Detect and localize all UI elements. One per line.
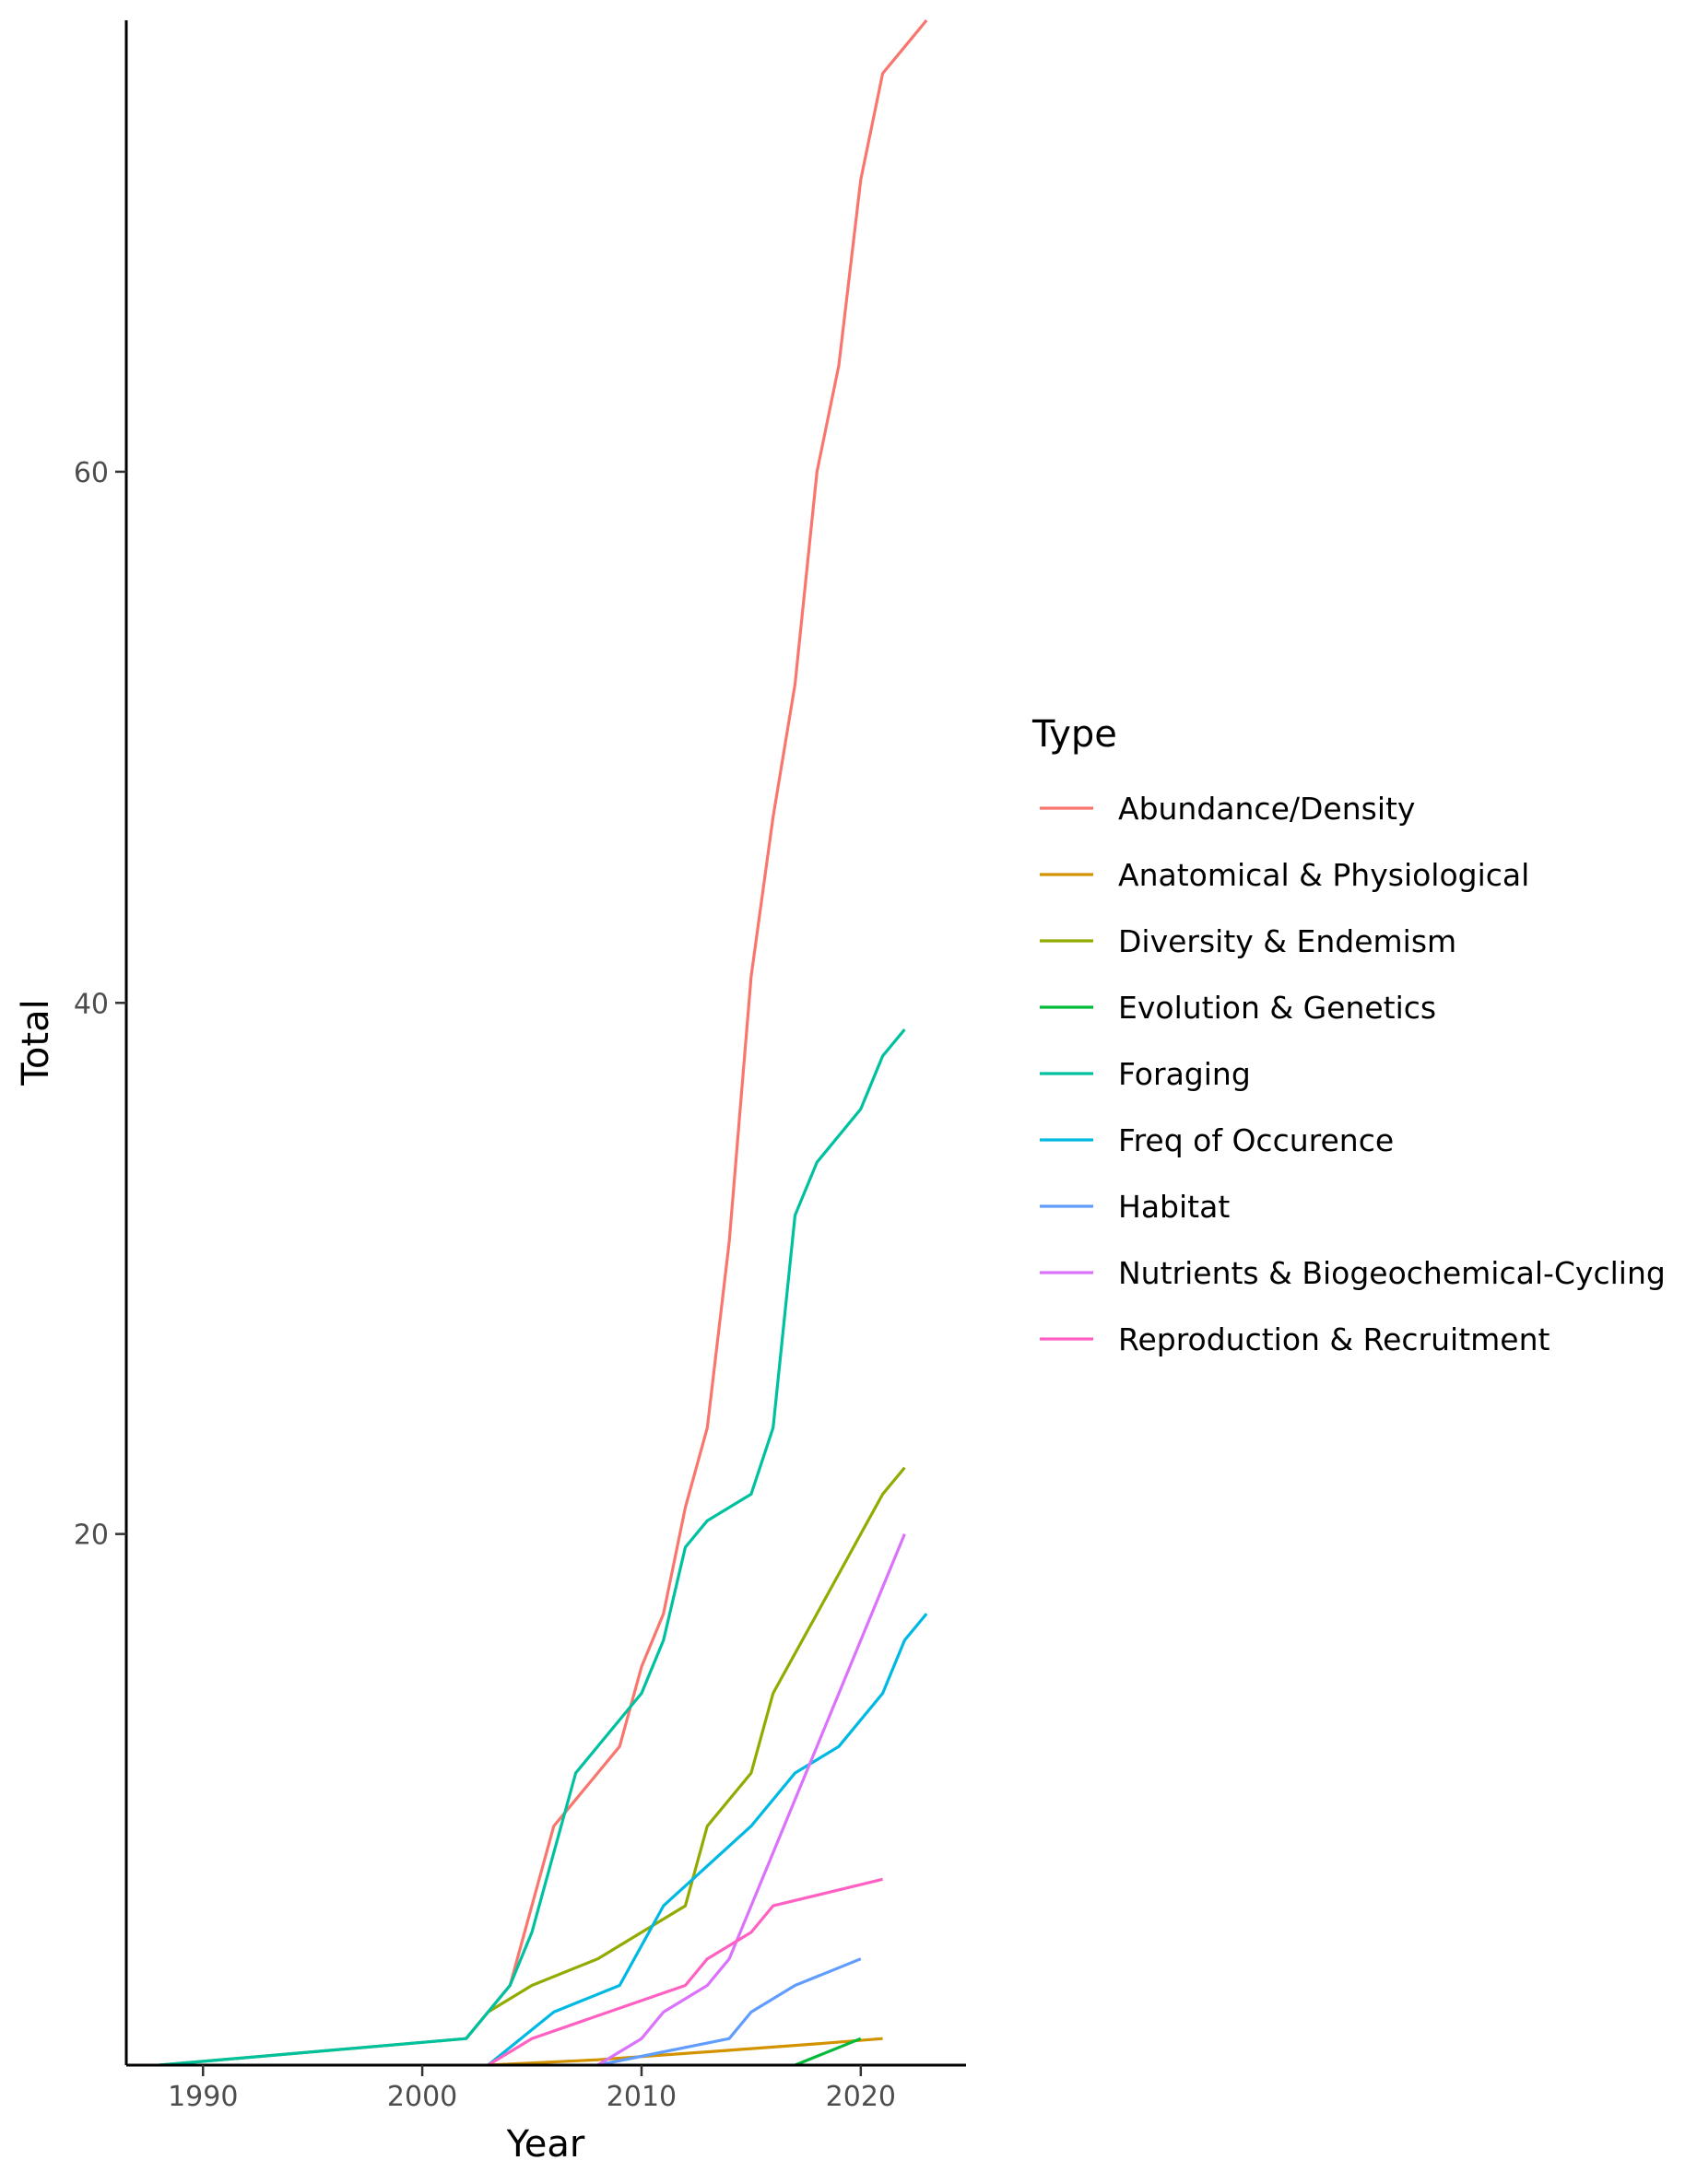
legend-label-3: Evolution & Genetics bbox=[1118, 990, 1436, 1026]
legend-label-8: Reproduction & Recruitment bbox=[1118, 1321, 1550, 1357]
y-tick-label: 60 bbox=[74, 457, 109, 489]
y-tick-label: 20 bbox=[74, 1520, 109, 1552]
series-line-3 bbox=[794, 2037, 862, 2067]
x-tick-label: 2010 bbox=[607, 2081, 677, 2113]
series-line-2 bbox=[159, 1466, 906, 2067]
series-line-4 bbox=[159, 1028, 906, 2067]
series-line-0 bbox=[465, 18, 928, 2040]
series-line-8 bbox=[487, 1877, 883, 2067]
legend-title: Type bbox=[1031, 713, 1117, 756]
x-tick-label: 1990 bbox=[168, 2081, 238, 2113]
x-tick-label: 2020 bbox=[826, 2081, 896, 2113]
series-line-1 bbox=[488, 2037, 883, 2067]
plot-lines bbox=[159, 18, 928, 2067]
x-axis-ticks: 1990 2000 2010 2020 bbox=[168, 2065, 896, 2113]
legend-label-7: Nutrients & Biogeochemical-Cycling bbox=[1118, 1255, 1666, 1291]
series-line-7 bbox=[596, 1532, 906, 2067]
legend-label-5: Freq of Occurence bbox=[1118, 1122, 1394, 1158]
legend-label-0: Abundance/Density bbox=[1118, 791, 1415, 827]
series-line-6 bbox=[597, 1957, 862, 2067]
legend-label-4: Foraging bbox=[1118, 1056, 1251, 1092]
legend-label-2: Diversity & Endemism bbox=[1118, 923, 1456, 959]
x-tick-label: 2000 bbox=[387, 2081, 457, 2113]
series-line-5 bbox=[487, 1613, 928, 2067]
y-axis-ticks: 20 40 60 bbox=[74, 457, 126, 1552]
y-axis-title: Total bbox=[15, 999, 57, 1086]
x-axis-title: Year bbox=[506, 2123, 585, 2166]
legend: Type Abundance/Density Anatomical & Physi… bbox=[1031, 713, 1666, 1357]
y-tick-label: 40 bbox=[74, 988, 109, 1020]
legend-items: Abundance/Density Anatomical & Physiologi… bbox=[1040, 791, 1666, 1357]
legend-label-6: Habitat bbox=[1118, 1189, 1230, 1225]
legend-label-1: Anatomical & Physiological bbox=[1118, 857, 1529, 893]
